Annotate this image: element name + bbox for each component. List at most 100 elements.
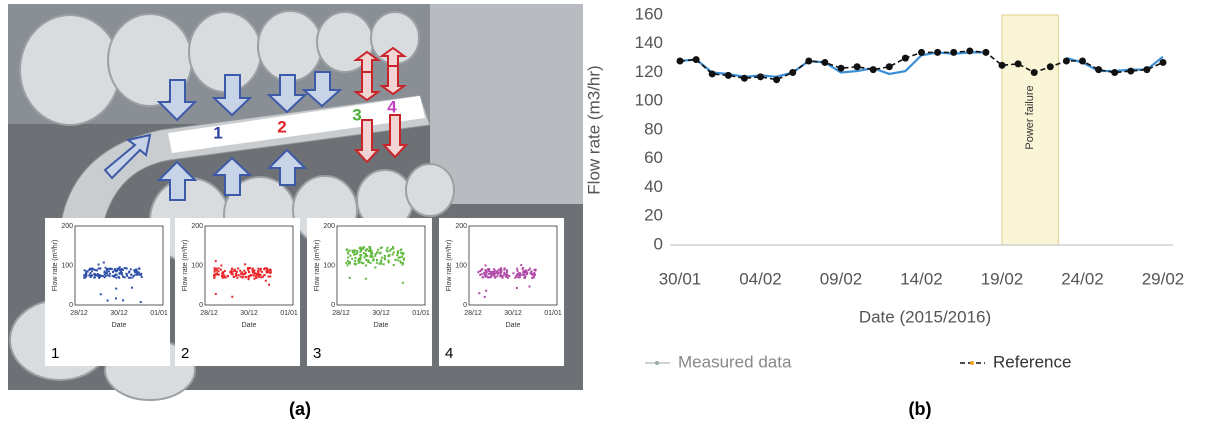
data-point <box>901 54 909 62</box>
inset-dot <box>512 272 515 275</box>
inset-dot <box>383 254 386 257</box>
inset-dot <box>232 275 235 278</box>
inset-dot <box>499 272 502 275</box>
inset-dot <box>531 276 534 279</box>
inset-dot <box>103 271 106 274</box>
inset-dot <box>103 276 106 279</box>
inset-dot <box>247 278 250 281</box>
inset-dot <box>213 267 216 270</box>
position-label: 1 <box>213 123 222 142</box>
y-tick-label: 140 <box>635 33 663 52</box>
inset-dot <box>504 275 507 278</box>
photo-right <box>430 4 583 204</box>
inset-dot <box>478 292 481 295</box>
inset-dot <box>216 272 219 275</box>
inset-x-tick-label: 30/12 <box>240 310 258 317</box>
inset-dot <box>265 271 268 274</box>
inset-dot <box>377 248 380 251</box>
inset-dot <box>490 275 493 278</box>
inset-dot <box>370 252 373 255</box>
inset-dot <box>91 267 94 270</box>
inset-dot <box>102 261 105 264</box>
data-point <box>740 74 748 82</box>
inset-dot <box>400 255 403 258</box>
inset-dot <box>506 276 509 279</box>
inset-dot <box>213 275 216 278</box>
inset-dot <box>268 269 271 272</box>
x-tick-label: 04/02 <box>739 269 782 288</box>
data-point <box>1079 57 1086 65</box>
inset-dot <box>118 268 121 271</box>
inset-dot <box>390 248 393 251</box>
inset-dot <box>99 293 102 296</box>
inset-dot <box>380 259 383 262</box>
inset-dot <box>383 257 386 260</box>
inset-dot <box>97 263 100 266</box>
inset-dot <box>135 269 138 272</box>
inset-dot <box>506 274 509 277</box>
inset-bg <box>45 218 170 366</box>
inset-dot <box>126 274 129 277</box>
inset-dot <box>237 267 240 270</box>
inset-dot <box>385 249 388 252</box>
inset-dot <box>257 271 260 274</box>
inset-dot <box>379 260 382 263</box>
inset-x-tick-label: 01/01 <box>280 310 298 317</box>
inset-dot <box>97 267 100 270</box>
inset-dot <box>106 299 109 302</box>
data-point <box>805 57 813 65</box>
inset-dot <box>213 276 216 279</box>
inset-dot <box>523 273 526 276</box>
header-pipe <box>59 94 431 241</box>
inset-dot <box>107 274 110 277</box>
inset-dot <box>345 262 348 265</box>
inset-dot <box>123 276 126 279</box>
inset-dot <box>397 256 400 259</box>
inset-dot <box>226 274 229 277</box>
inset-dot <box>86 270 89 273</box>
inset-dot <box>378 252 381 255</box>
inset-dot <box>351 249 354 252</box>
inset-dot <box>84 276 87 279</box>
inset-dot <box>375 258 378 261</box>
inset-dot <box>223 274 226 277</box>
inset-dot <box>346 248 349 251</box>
inset-dot <box>503 268 506 271</box>
inset-dot <box>380 262 383 265</box>
inset-dot <box>367 249 370 252</box>
inset-dot <box>139 301 142 304</box>
inset-dot <box>487 272 490 275</box>
inset-dot <box>359 256 362 259</box>
data-point <box>837 64 845 72</box>
inset-dot <box>89 276 92 279</box>
inset-dot <box>500 269 503 272</box>
inset-dot <box>134 273 137 276</box>
inset-dot <box>362 252 365 255</box>
inset-dot <box>257 272 260 275</box>
inset-dot <box>90 270 93 273</box>
inset-dot <box>487 276 490 279</box>
inset-dot <box>267 275 270 278</box>
data-point <box>869 66 877 74</box>
inset-dot <box>243 269 246 272</box>
inset-dot <box>99 274 102 277</box>
inset-dot <box>503 273 506 276</box>
inset-dot <box>371 256 374 259</box>
inset-dot <box>399 261 402 264</box>
inset-dot <box>229 271 232 274</box>
data-point <box>1030 69 1038 76</box>
line-chart: Power failure 0 20 40 60 80 100 120 140 160 30/01 0… <box>584 4 1184 371</box>
inset-dot <box>372 258 375 261</box>
inset-dot <box>481 268 484 271</box>
inset-dot <box>484 269 487 272</box>
inset-dot <box>231 273 234 276</box>
inset-x-label: Date <box>374 322 389 329</box>
inset-dot <box>374 252 377 255</box>
legend-swatch <box>655 361 659 365</box>
inset-dot <box>348 276 351 279</box>
inset-dot <box>386 246 389 249</box>
inset-dot <box>364 277 367 280</box>
data-point <box>1062 57 1070 65</box>
inset-dot <box>105 268 108 271</box>
inset-dot <box>353 251 356 254</box>
